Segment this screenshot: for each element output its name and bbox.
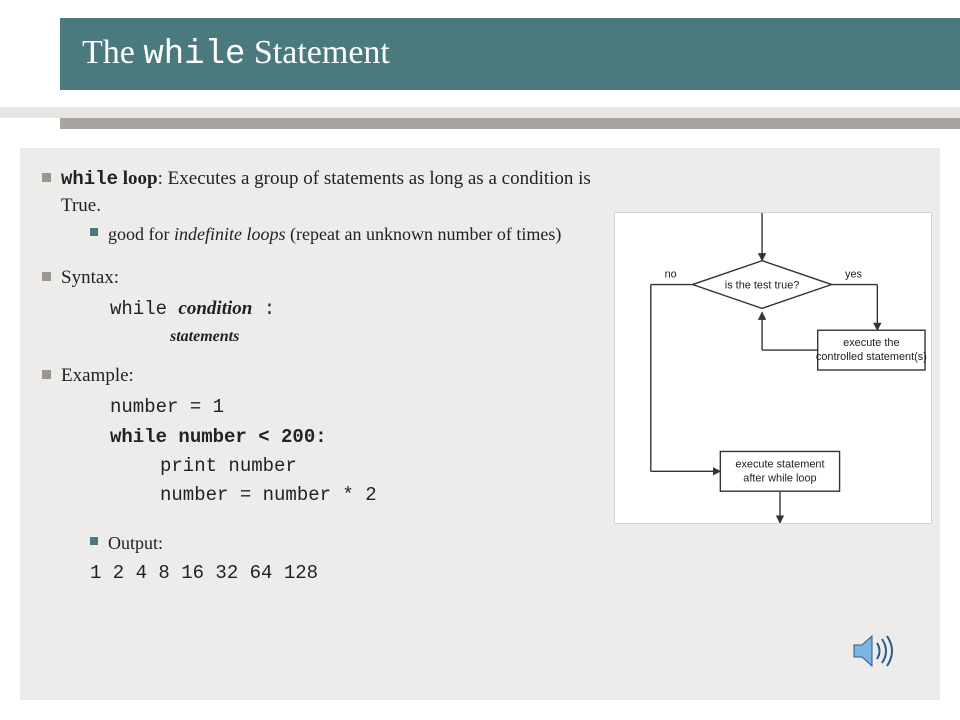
bullet-code: while	[61, 168, 118, 190]
bullet-syntax: Syntax:	[42, 265, 602, 291]
slide: The while Statement while loop: Executes…	[0, 0, 960, 720]
divider-dark	[60, 118, 960, 129]
bullet-while-loop: while loop: Executes a group of statemen…	[42, 166, 602, 218]
text-post: (repeat an unknown number of times)	[286, 224, 562, 244]
while-flowchart: is the test true? yes execute the contro…	[614, 212, 932, 524]
bullet-square-icon	[42, 173, 51, 182]
box-right-l1: execute the	[843, 337, 899, 349]
text-pre: good for	[108, 224, 174, 244]
text-ital: indefinite loops	[174, 224, 286, 244]
bullet-square-icon	[42, 272, 51, 281]
no-label: no	[665, 269, 677, 281]
title-suffix: Statement	[245, 34, 389, 71]
bullet-bold: loop	[118, 168, 158, 189]
box-bottom-l2: after while loop	[743, 472, 816, 484]
example-line-1: number = 1	[110, 393, 602, 422]
speaker-icon[interactable]	[852, 633, 896, 674]
code-colon: :	[252, 298, 275, 320]
code-condition: condition	[178, 298, 252, 319]
syntax-line-2: statements	[170, 325, 602, 350]
box-bottom-l1: execute statement	[735, 458, 824, 470]
syntax-line-1: while condition :	[110, 294, 602, 324]
example-line-2: while number < 200:	[110, 423, 602, 452]
content-area: while loop: Executes a group of statemen…	[20, 148, 940, 700]
bullet-output: Output:	[90, 531, 602, 555]
title-bar: The while Statement	[60, 18, 960, 90]
title-code: while	[143, 36, 245, 74]
box-right-l2: controlled statement(s)	[816, 351, 927, 363]
bullet-square-icon	[90, 537, 98, 545]
bullet-square-icon	[90, 228, 98, 236]
bullet-text: Example:	[61, 363, 134, 389]
title-prefix: The	[82, 34, 143, 71]
divider-light	[0, 107, 960, 118]
bullet-text: while loop: Executes a group of statemen…	[61, 166, 602, 218]
example-line-3: print number	[160, 452, 602, 481]
bullet-text: Output:	[108, 531, 163, 555]
bullet-square-icon	[42, 370, 51, 379]
example-line-4: number = number * 2	[160, 481, 602, 510]
bullet-example: Example:	[42, 363, 602, 389]
bullet-text: good for indefinite loops (repeat an unk…	[108, 222, 561, 246]
output-line: 1 2 4 8 16 32 64 128	[90, 559, 602, 588]
bullet-indefinite: good for indefinite loops (repeat an unk…	[90, 222, 602, 246]
bullet-text: Syntax:	[61, 265, 119, 291]
left-column: while loop: Executes a group of statemen…	[42, 166, 602, 589]
code-while: while	[110, 298, 178, 320]
flowchart-svg: is the test true? yes execute the contro…	[615, 213, 931, 523]
slide-title: The while Statement	[82, 34, 390, 74]
diamond-label: is the test true?	[725, 280, 800, 292]
yes-label: yes	[845, 269, 863, 281]
